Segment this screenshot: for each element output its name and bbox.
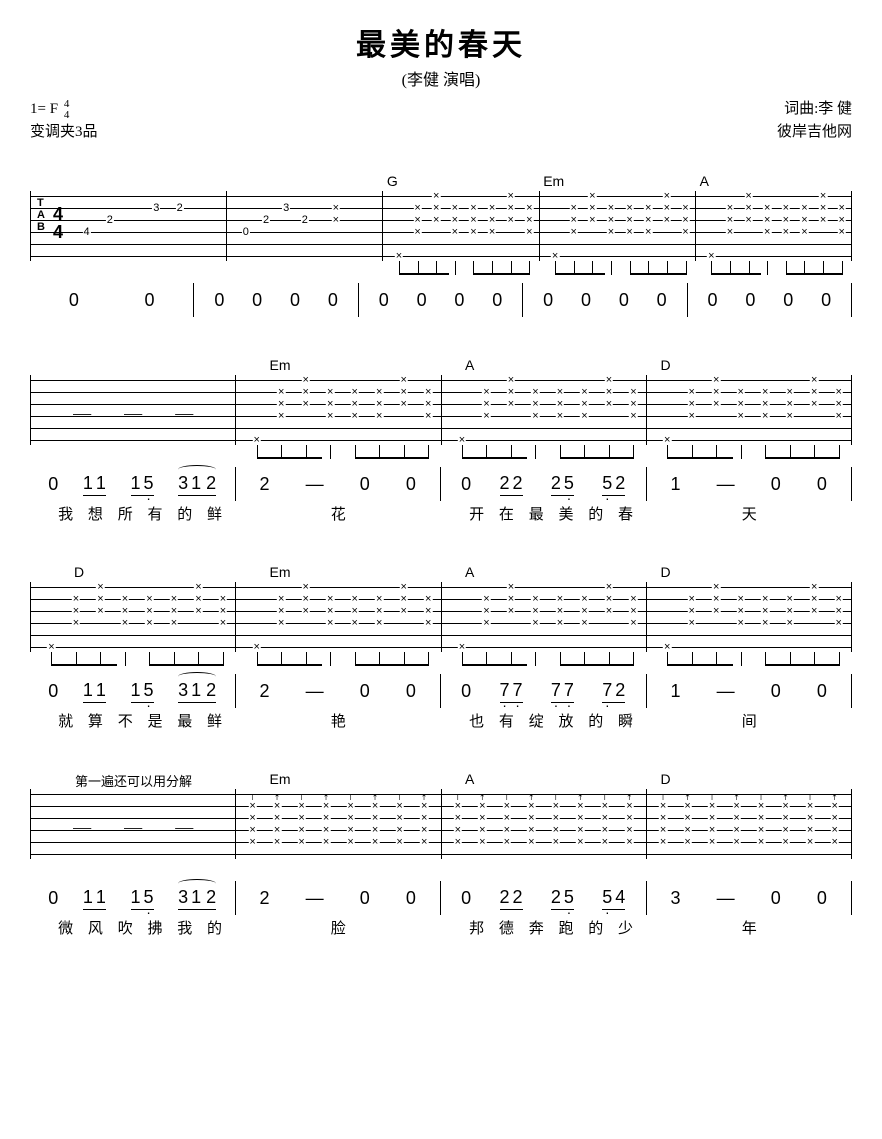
tab-staff: 第一遍还可以用分解———↓××××↑××××↓××××↑××××↓××××↑××… [30,789,852,859]
credits-source: 彼岸吉他网 [777,121,852,144]
key-signature: 1= F 44 [30,98,98,121]
tab-staff: ××××××××××××××××××××××××××××××××××××××××… [30,582,852,652]
music-system: EmAD第一遍还可以用分解———↓××××↑××××↓××××↑××××↓×××… [30,771,852,938]
capo-info: 变调夹3品 [30,121,98,144]
numbered-notation: 0111531 22—0002225543—00 [30,881,852,915]
numbered-notation: 000000000000000000 [30,283,852,317]
lyrics-line: 微风吹拂我的脸邦德奔跑的少年 [30,917,852,938]
credits-composer: 词曲:李 健 [777,98,852,121]
lyrics-line: 我想所有的鲜花开在最美的春天 [30,503,852,524]
chord-row: GEmA [70,173,852,191]
music-system: GEmATAB4432240232×××××××××××××××××××××××… [30,173,852,317]
music-system: EmAD———×××××××××××××××××××××××××××××××××… [30,357,852,524]
tab-staff: TAB4432240232×××××××××××××××××××××××××××… [30,191,852,261]
tab-staff: ———×××××××××××××××××××××××××××××××××××××… [30,375,852,445]
numbered-notation: 0111531 22—0002225521—00 [30,467,852,501]
performance-note: 第一遍还可以用分解 [75,771,192,790]
chord-row: EmAD [70,357,852,375]
music-system: DEmAD×××××××××××××××××××××××××××××××××××… [30,564,852,731]
numbered-notation: 0111531 22—0007777721—00 [30,674,852,708]
song-title: 最美的春天 [30,20,852,64]
song-subtitle: (李健 演唱) [30,66,852,90]
chord-row: DEmAD [70,564,852,582]
lyrics-line: 就算不是最鲜艳也有绽放的瞬间 [30,710,852,731]
